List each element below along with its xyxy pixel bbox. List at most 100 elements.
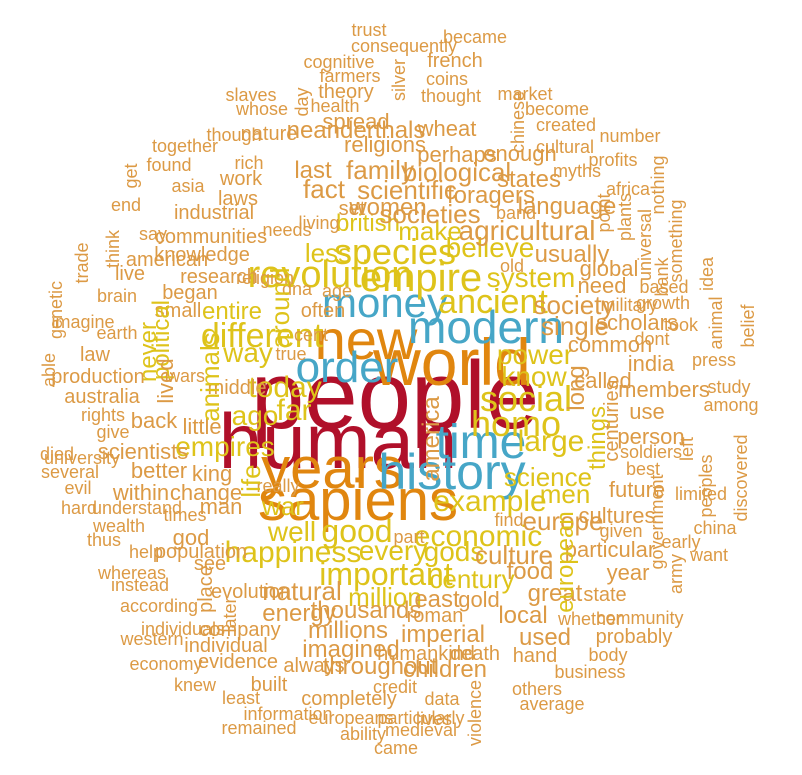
cloud-word: body (588, 645, 628, 665)
cloud-word: every (358, 535, 428, 566)
cloud-word: trade (72, 242, 92, 284)
cloud-word: western (120, 629, 184, 649)
cloud-word: new (314, 308, 418, 371)
cloud-word: system (486, 262, 576, 293)
cloud-word: culture (474, 540, 554, 570)
cloud-word: empires (175, 431, 275, 462)
cloud-word: lives (415, 709, 453, 729)
cloud-word: spread (322, 109, 390, 134)
cloud-word: give (96, 422, 130, 442)
cloud-word: scientific (357, 175, 457, 205)
cloud-word: economic (413, 520, 543, 553)
cloud-word: example (433, 485, 547, 518)
cloud-word: soldiers (619, 442, 683, 462)
cloud-word: long (563, 365, 590, 411)
cloud-word: global (579, 256, 639, 281)
cloud-word: average (519, 694, 585, 714)
cloud-word: find (494, 510, 524, 530)
cloud-word: scientists (97, 439, 189, 464)
cloud-word: want (689, 545, 729, 565)
cloud-word: medieval (384, 720, 458, 740)
cloud-word: man (199, 494, 243, 519)
cloud-word: violence (465, 679, 485, 747)
cloud-word: died (39, 444, 75, 464)
cloud-word: natural (262, 576, 342, 606)
cloud-word: entire (201, 298, 263, 325)
cloud-word: wealth (92, 516, 146, 536)
cloud-word: human (218, 397, 458, 485)
cloud-word: life (236, 464, 266, 498)
cloud-word: east (414, 586, 460, 613)
cloud-word: study (707, 377, 751, 397)
cloud-word: industrial (173, 202, 255, 224)
cloud-word: ability (339, 724, 387, 744)
cloud-word: religion (235, 268, 295, 288)
cloud-word: asia (171, 176, 205, 196)
cloud-word: market (497, 84, 553, 104)
cloud-word: africa (605, 179, 651, 199)
cloud-word: wars (166, 366, 206, 386)
cloud-word: language (517, 193, 617, 220)
cloud-word: roman (406, 605, 464, 627)
cloud-word: silver (389, 58, 409, 102)
cloud-word: humankind (377, 643, 475, 665)
cloud-word: sapiens (258, 468, 458, 533)
cloud-word: back (130, 408, 178, 433)
cloud-word: together (151, 136, 219, 156)
cloud-word: around (265, 267, 295, 349)
cloud-word: built (250, 674, 288, 696)
cloud-word: company (199, 619, 281, 641)
cloud-word: animals (195, 332, 225, 422)
cloud-word: individual (184, 635, 268, 657)
cloud-word: whether (557, 609, 623, 629)
cloud-word: early (661, 532, 701, 552)
cloud-word: old (499, 256, 525, 276)
cloud-word: gold (458, 587, 500, 612)
cloud-word: limited (674, 484, 728, 504)
cloud-word: chinese (508, 90, 528, 154)
cloud-word: year (606, 560, 650, 585)
cloud-word: see (193, 553, 227, 575)
cloud-word: myths (552, 161, 602, 181)
cloud-word: french (427, 50, 483, 72)
cloud-word: ancient (438, 283, 548, 321)
cloud-word: world (373, 325, 531, 399)
cloud-word: lived (153, 358, 178, 404)
cloud-word: growth (635, 293, 691, 313)
cloud-word: production (51, 366, 145, 388)
cloud-word: brain (96, 286, 138, 306)
cloud-word: use (629, 399, 665, 424)
cloud-word: university (43, 448, 121, 468)
cloud-word: happiness (224, 536, 362, 569)
cloud-word: members (618, 377, 710, 402)
cloud-word: far (276, 394, 312, 427)
cloud-word: communities (154, 226, 268, 248)
cloud-word: thought (420, 86, 482, 106)
cloud-word: health (310, 96, 360, 116)
cloud-word: enough (483, 141, 557, 166)
cloud-word: knowledge (154, 244, 250, 266)
cloud-word: rights (80, 405, 126, 425)
cloud-word: often (300, 300, 346, 322)
cloud-word: within (112, 480, 170, 505)
cloud-word: best (625, 459, 661, 479)
cloud-word: probably (595, 626, 673, 648)
cloud-word: able (39, 352, 59, 388)
cloud-word: states (496, 166, 562, 193)
cloud-word: history (378, 444, 526, 500)
cloud-word: rich (234, 153, 264, 173)
cloud-word: future (608, 477, 666, 502)
cloud-word: australia (64, 386, 140, 408)
cloud-word: based (639, 277, 689, 297)
cloud-word: dont (634, 329, 670, 349)
cloud-word: information (243, 704, 333, 724)
cloud-word: last (294, 157, 332, 184)
cloud-word: law (79, 344, 111, 366)
cloud-word: set (338, 198, 366, 220)
cloud-word: end (110, 195, 142, 215)
cloud-word: scholars (596, 310, 678, 335)
cloud-word: great (527, 580, 583, 607)
cloud-word: true (275, 344, 307, 364)
cloud-word: homo (470, 403, 562, 444)
